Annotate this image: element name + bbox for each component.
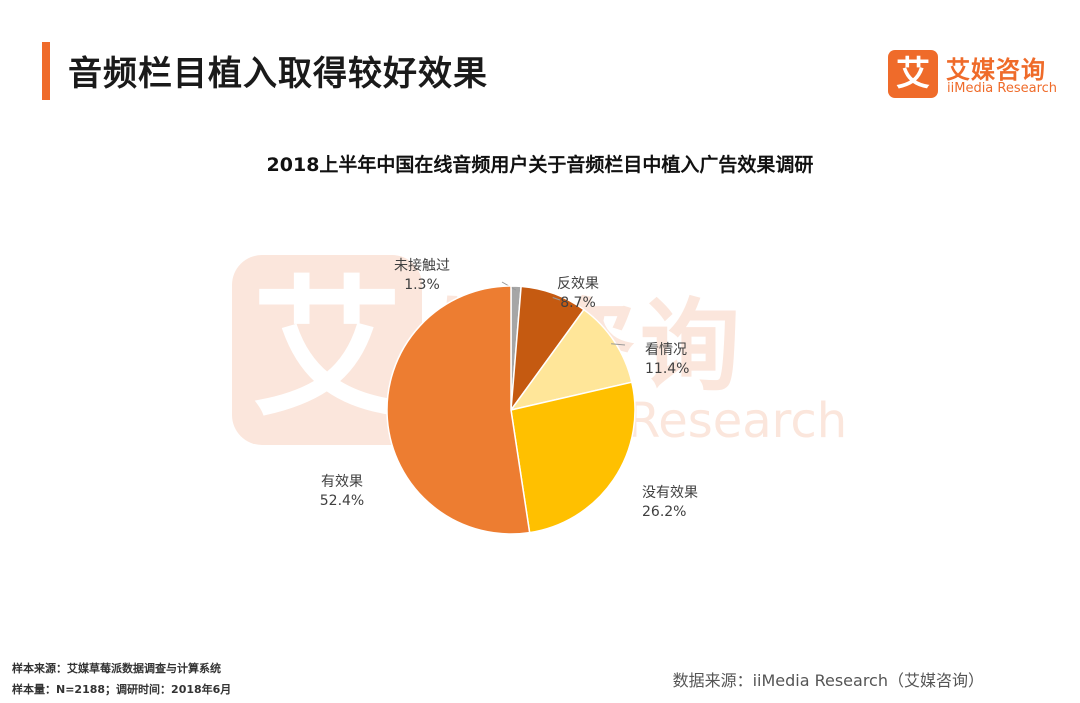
pie-slice xyxy=(386,285,531,535)
brand-logo: 艾 艾媒咨询 iiMedia Research xyxy=(888,50,1058,98)
pie-slice-label: 未接触过 xyxy=(394,257,450,274)
footer-data-source: 数据来源：iiMedia Research（艾媒咨询） xyxy=(672,671,984,690)
pie-slice-label: 反效果 xyxy=(557,276,599,292)
footer-sample-size: 样本量：N=2188；调研时间：2018年6月 xyxy=(12,683,232,696)
pie-leader-line xyxy=(611,343,626,346)
footer-sample-source: 样本来源：艾媒草莓派数据调查与计算系统 xyxy=(12,662,221,675)
pie-slice-value: 1.3% xyxy=(404,277,440,293)
footer-sample-info: 样本来源：艾媒草莓派数据调查与计算系统 样本量：N=2188；调研时间：2018… xyxy=(12,658,231,700)
logo-name-en: iiMedia Research xyxy=(947,81,1058,96)
title-accent-bar xyxy=(42,42,50,100)
pie-slice-label: 看情况 xyxy=(645,342,687,358)
pie-slice-label: 有效果 xyxy=(321,474,363,490)
pie-slice-value: 52.4% xyxy=(320,493,364,509)
logo-icon: 艾 xyxy=(888,50,938,98)
pie-slice-value: 26.2% xyxy=(642,504,686,520)
pie-slice-value: 8.7% xyxy=(560,295,596,311)
pie-slice-label: 没有效果 xyxy=(642,485,698,501)
logo-name-cn: 艾媒咨询 xyxy=(946,56,1046,84)
pie-slice xyxy=(510,381,636,534)
pie-slice-value: 11.4% xyxy=(645,361,689,377)
pie-slice xyxy=(509,308,633,412)
pie-leader-line xyxy=(552,297,561,301)
page-title: 音频栏目植入取得较好效果 xyxy=(68,54,488,94)
chart-title: 2018上半年中国在线音频用户关于音频栏目中植入广告效果调研 xyxy=(266,154,814,176)
